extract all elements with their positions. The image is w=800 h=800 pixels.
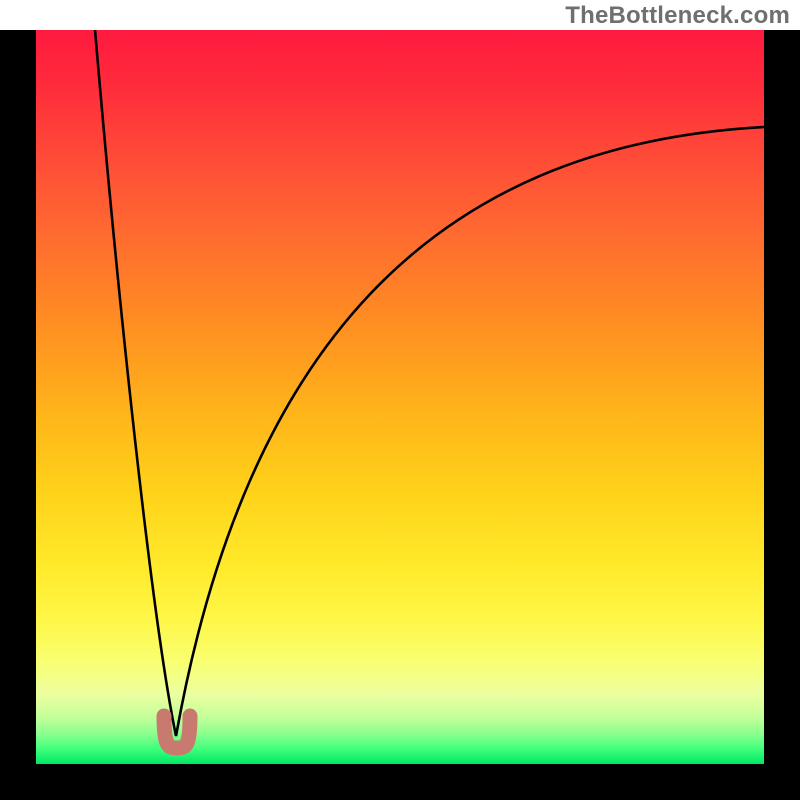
chart-stage: TheBottleneck.com bbox=[0, 0, 800, 800]
gradient-background bbox=[36, 30, 764, 764]
watermark-text: TheBottleneck.com bbox=[565, 2, 790, 30]
